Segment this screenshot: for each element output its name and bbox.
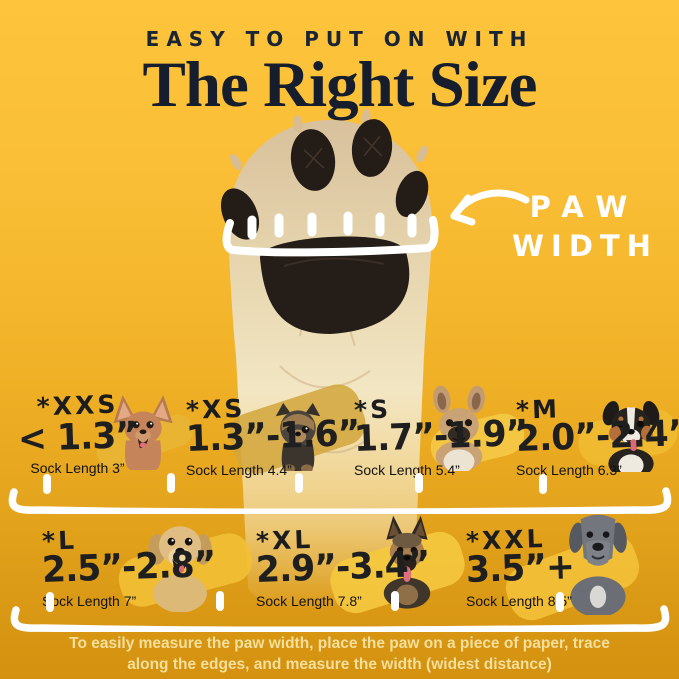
header-subtitle: EASY TO PUT ON WITH <box>145 27 534 51</box>
golden-retriever-photo <box>148 526 212 612</box>
sock-length: Sock Length 7.8” <box>256 593 362 609</box>
sock-length: Sock Length 5.4” <box>354 462 460 478</box>
size-item-xs: *XS 1.3”-1.6” Sock Length 4.4” <box>172 393 361 478</box>
size-range: 2.0”-2.4” <box>515 412 679 460</box>
hand-drawn-divider-line <box>10 591 670 632</box>
size-item-m: *M 2.0”-2.4” Sock Length 6.3” <box>502 393 679 478</box>
paw-width-label-line1: PAW <box>529 190 641 224</box>
sock-length: Sock Length 4.4” <box>186 462 292 478</box>
sock-length: Sock Length 8.5” <box>466 593 572 609</box>
page-title: The Right Size <box>142 49 537 121</box>
size-range: 1.7”-1.9” <box>353 412 529 460</box>
size-item-xxl: *XXL 3.5”+ Sock Length 8.5” <box>452 524 626 609</box>
footer-note: To easily measure the paw width, place t… <box>0 633 679 676</box>
size-range: 1.3”-1.6” <box>185 412 361 460</box>
hand-drawn-ruler-icon <box>222 211 439 257</box>
footer-note-line2: along the edges, and measure the width (… <box>127 656 552 674</box>
size-range: 2.5”-2.8” <box>41 543 217 591</box>
german-shepherd-photo <box>383 515 431 609</box>
sock-length: Sock Length 3” <box>30 460 125 476</box>
french-bulldog-photo <box>433 385 485 471</box>
hand-drawn-divider-line <box>8 473 672 514</box>
australian-shepherd-photo <box>602 400 660 472</box>
size-range: < 1.3” <box>17 414 138 461</box>
great-dane-photo <box>569 514 627 615</box>
footer-note-line1: To easily measure the paw width, place t… <box>69 635 610 652</box>
size-item-xxs: *XXS < 1.3” Sock Length 3” <box>10 390 145 476</box>
size-item-l: *L 2.5”-2.8” Sock Length 7” <box>28 524 217 609</box>
size-range: 2.9”-3.4” <box>255 543 431 591</box>
sock-length: Sock Length 7” <box>42 593 137 609</box>
size-item-s: *S 1.7”-1.9” Sock Length 5.4” <box>340 393 529 478</box>
paw-width-label: PAW WIDTH <box>500 190 670 263</box>
size-range: 3.5”+ <box>465 546 575 591</box>
size-item-xl: *XL 2.9”-3.4” Sock Length 7.8” <box>242 524 431 609</box>
chihuahua-photo <box>113 395 173 470</box>
sock-length: Sock Length 6.3” <box>516 462 622 478</box>
curved-arrow-icon <box>450 189 530 226</box>
yorkshire-terrier-puppy-photo <box>275 402 321 471</box>
dog-paw-underside-photo <box>220 109 433 610</box>
paw-width-label-line2: WIDTH <box>512 229 658 263</box>
